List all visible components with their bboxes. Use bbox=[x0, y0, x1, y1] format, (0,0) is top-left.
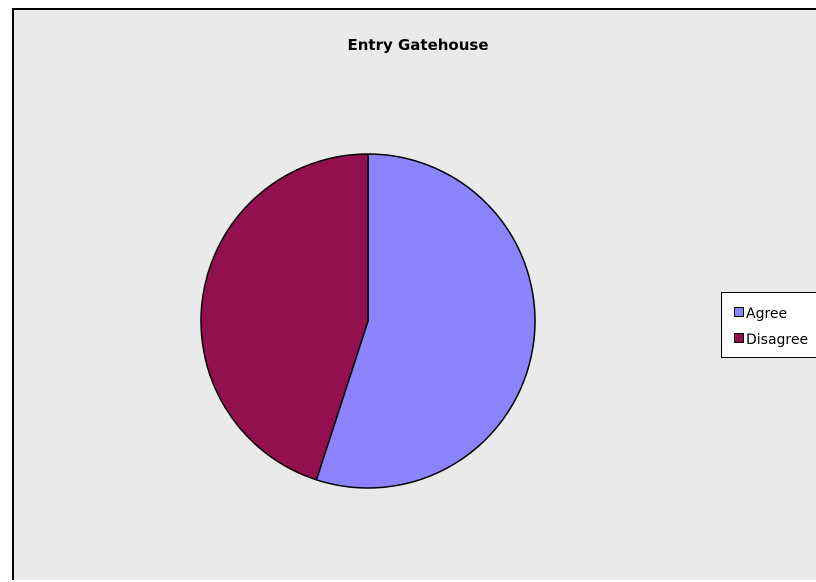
legend-label-agree: Agree bbox=[746, 306, 788, 322]
chart-area: Entry Gatehouse Agree Disagree bbox=[12, 8, 816, 580]
chart-title: Entry Gatehouse bbox=[347, 36, 489, 54]
pie-slice-agree bbox=[315, 153, 536, 489]
legend-swatch-agree bbox=[734, 307, 744, 317]
legend-item-agree: Agree bbox=[734, 305, 787, 323]
legend-label-disagree: Disagree bbox=[746, 332, 809, 348]
pie-chart bbox=[200, 153, 536, 489]
pie-slice-disagree bbox=[200, 153, 369, 481]
legend: Agree Disagree bbox=[721, 292, 816, 358]
legend-item-disagree: Disagree bbox=[734, 331, 808, 349]
legend-swatch-disagree bbox=[734, 333, 744, 343]
